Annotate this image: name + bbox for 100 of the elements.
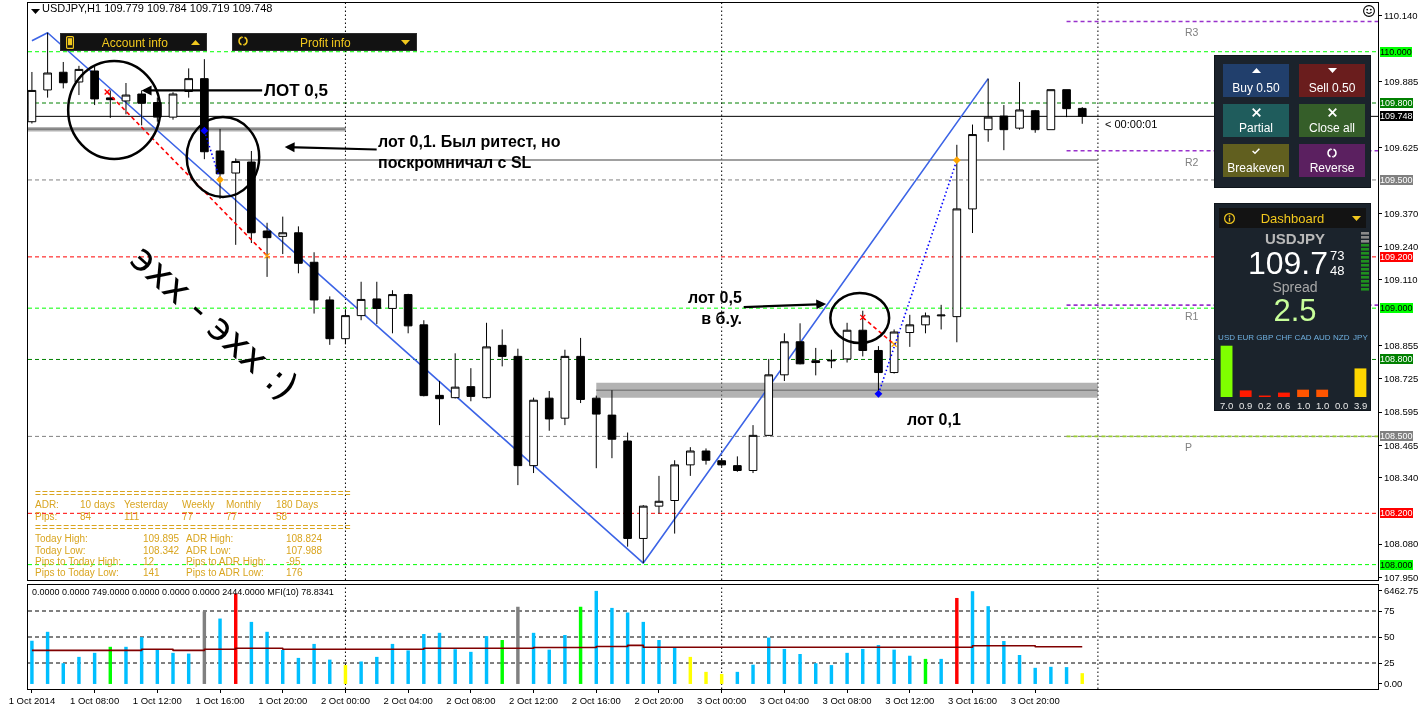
text: Pips to Today Low: 141 Pips to ADR Low: 176 [35, 567, 303, 579]
data-label: 0.6 [1277, 400, 1291, 411]
data-label: 7.0 [1220, 400, 1234, 411]
y2-tick-label: 50 [1383, 631, 1395, 643]
x-tick-label: 1 Oct 16:00 [195, 695, 245, 707]
chart-title: Dashboard [1260, 210, 1325, 226]
y-tick-label: 107.950 [1383, 571, 1419, 583]
series-label: R3 [1185, 26, 1199, 38]
button: Reverse [1299, 144, 1365, 177]
annotation: Partial [1238, 121, 1274, 135]
y-tick-label: 6462.75 [1383, 585, 1419, 597]
ref-line-label: 109.500 [1380, 175, 1413, 185]
x-tick-label: 2 Oct 16:00 [571, 695, 621, 707]
y2-tick-label: 75 [1383, 605, 1395, 617]
annotation: лот 0,5 в б.у. [688, 289, 742, 327]
y-tick-label: 108.725 [1383, 373, 1419, 385]
annotation: ============================================= [35, 521, 352, 533]
annotation: 109.7 [1247, 245, 1328, 281]
x-tick-label: GBP [1256, 333, 1274, 343]
button: Close all [1299, 104, 1365, 137]
ref-line-label: 109.200 [1380, 252, 1413, 262]
ref-line-label: 109.748 [1380, 111, 1413, 121]
x-tick-label: 1 Oct 2014 [8, 695, 56, 707]
ref-line-label: 108.000 [1380, 560, 1413, 570]
button: Breakeven [1223, 144, 1289, 177]
data-label: 1.0 [1297, 400, 1311, 411]
y-tick-label: 109.625 [1383, 142, 1419, 154]
annotation: Account info [101, 35, 168, 50]
x-tick-label: 3 Oct 12:00 [885, 695, 935, 707]
y-tick-label: 109.240 [1383, 240, 1419, 252]
series-label: P [1185, 441, 1193, 453]
chart-title: USDJPY,H1 109.779 109.784 109.719 109.748 [42, 1, 273, 14]
text: Today Low: 108.342 ADR Low: 107.988 [35, 544, 323, 556]
x-tick-label: 1 Oct 12:00 [132, 695, 182, 707]
x-tick-label: 2 Oct 20:00 [634, 695, 684, 707]
dropdown-button: Account info [60, 33, 208, 51]
ref-line-label: 108.500 [1380, 431, 1413, 441]
annotation: USDJPY [1264, 229, 1326, 247]
ref-line-label: 110.000 [1380, 47, 1412, 57]
annotation: 48 [1330, 262, 1345, 278]
x-tick-label: 3 Oct 04:00 [759, 695, 809, 707]
y-tick-label: 109.885 [1383, 75, 1419, 87]
x-tick-label: 2 Oct 08:00 [446, 695, 496, 707]
annotation: Reverse [1309, 161, 1355, 175]
annotation: ============================================= [35, 488, 352, 499]
y-tick-label: 108.340 [1383, 471, 1419, 483]
x-tick-label: 1 Oct 08:00 [70, 695, 120, 707]
annotation: Spread [1272, 279, 1318, 295]
x-tick-label: 3 Oct 16:00 [947, 695, 998, 707]
x-tick-label: CHF [1275, 333, 1293, 343]
series-label: R1 [1185, 310, 1199, 322]
text: Today High: 109.895 ADR High: 108.824 [35, 533, 323, 545]
ref-line-label: 108.800 [1380, 354, 1413, 364]
annotation: ЛОТ 0,5 [264, 81, 328, 100]
ref-line-label: 109.800 [1380, 98, 1413, 108]
x-tick-label: NZD [1333, 333, 1350, 343]
annotation: 2.5 [1273, 292, 1317, 328]
data-label: 1.0 [1316, 400, 1330, 411]
y-tick-label: 108.855 [1383, 339, 1419, 351]
annotation: < 00:00:01 [1105, 118, 1158, 130]
x-tick-label: 1 Oct 20:00 [258, 695, 308, 707]
annotation: лот 0,1 [907, 411, 961, 428]
ref-line-label: 109.000 [1380, 303, 1413, 313]
data-label: 3.9 [1354, 400, 1368, 411]
x-tick-label: 2 Oct 00:00 [320, 695, 371, 707]
x-tick-label: JPY [1353, 333, 1369, 343]
annotation: лот 0,1. Был ритест, но поскромничал с SL [378, 133, 561, 171]
y-tick-label: 109.370 [1383, 207, 1419, 219]
y-tick-label: 109.110 [1383, 274, 1418, 286]
annotation: Buy 0.50 [1232, 81, 1280, 95]
x-tick-label: 2 Oct 04:00 [383, 695, 433, 707]
text: Pips: 84 111 77 77 58 [35, 510, 288, 522]
chart-title: 0.0000 0.0000 749.0000 0.0000 0.0000 0.0000 2444.0000 MFI(10) 78.8341 [32, 587, 334, 598]
x-tick-label: EUR [1237, 333, 1255, 343]
button: Partial [1223, 104, 1289, 137]
y-tick-label: 108.080 [1383, 538, 1419, 550]
x-tick-label: 3 Oct 08:00 [822, 695, 872, 707]
y-tick-label: 108.595 [1383, 406, 1419, 418]
annotation: 73 [1330, 247, 1345, 263]
annotation: Sell 0.50 [1308, 81, 1356, 95]
x-tick-label: AUD [1313, 333, 1331, 343]
annotation: Profit info [299, 35, 351, 50]
y-tick-label: 108.465 [1383, 439, 1419, 451]
dropdown-button: Profit info [231, 33, 417, 51]
x-tick-label: USD [1218, 333, 1236, 343]
x-tick-label: CAD [1294, 333, 1312, 343]
x-tick-label: 3 Oct 00:00 [697, 695, 747, 707]
text: Pips to Today High: 12 Pips to ADR High: -95 [35, 555, 301, 567]
button: Sell 0.50 [1299, 64, 1365, 97]
y2-tick-label: 25 [1383, 657, 1395, 669]
ref-line-label: 108.200 [1380, 508, 1413, 518]
annotation: эхх - эхх :) [122, 235, 307, 409]
series-label: R2 [1185, 156, 1199, 168]
data-label: 0.9 [1239, 400, 1253, 411]
x-tick-label: 2 Oct 12:00 [509, 695, 559, 707]
data-label: 0.2 [1258, 400, 1272, 411]
annotation: Breakeven [1227, 161, 1285, 175]
y-tick-label: 110.140 [1383, 10, 1418, 22]
x-tick-label: 3 Oct 20:00 [1010, 695, 1060, 707]
annotation: Close all [1308, 121, 1356, 135]
